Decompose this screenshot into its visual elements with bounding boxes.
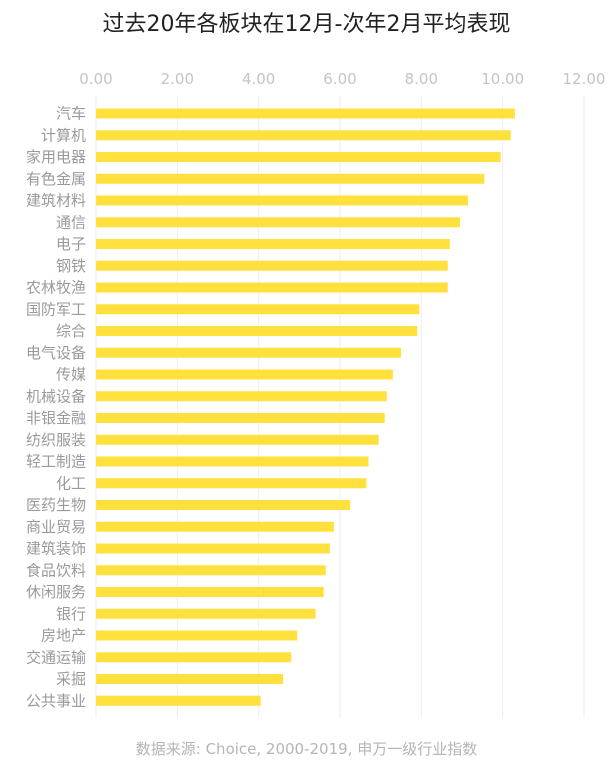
category-label: 钢铁 [56, 257, 86, 275]
bars [96, 108, 515, 706]
category-label: 采掘 [56, 670, 86, 688]
x-tick-label: 10.00 [481, 70, 524, 88]
x-tick-label: 8.00 [405, 70, 438, 88]
bar [96, 347, 401, 358]
category-label: 建筑装饰 [26, 540, 86, 558]
bar [96, 195, 469, 206]
bar [96, 674, 284, 684]
bar [96, 369, 393, 380]
bar [96, 456, 369, 467]
category-label: 银行 [56, 605, 86, 623]
x-tick-label: 4.00 [242, 70, 275, 88]
bar [96, 304, 420, 315]
category-label: 纺织服装 [26, 431, 86, 449]
bar [96, 500, 351, 510]
category-label: 建筑材料 [26, 192, 86, 210]
bar [96, 608, 316, 619]
bar [96, 108, 515, 119]
category-label: 汽车 [56, 105, 86, 123]
bar [96, 695, 261, 706]
grid-layer [95, 96, 585, 718]
bar [96, 152, 501, 162]
chart-title: 过去20年各板块在12月-次年2月平均表现 [102, 12, 511, 37]
category-label: 商业贸易 [26, 518, 86, 536]
bar [96, 587, 324, 597]
category-label: 电气设备 [26, 344, 86, 362]
bar [96, 239, 450, 249]
bar [96, 630, 298, 641]
category-label: 国防军工 [26, 300, 86, 318]
bar [96, 217, 460, 228]
x-tick-label: 6.00 [323, 70, 356, 88]
bar [96, 282, 448, 293]
bar [96, 326, 418, 336]
bar [96, 260, 448, 271]
x-tick-label: 12.00 [563, 70, 606, 88]
category-label: 传媒 [56, 366, 86, 384]
category-label: 农林牧渔 [26, 279, 86, 297]
bar [96, 543, 330, 554]
category-label: 通信 [56, 213, 86, 231]
category-label: 交通运输 [26, 648, 86, 666]
category-label: 休闲服务 [26, 583, 86, 601]
chart-source-note: 数据来源: Choice, 2000-2019, 申万一级行业指数 [135, 740, 478, 758]
category-label: 房地产 [41, 627, 86, 645]
category-label: 非银金融 [26, 409, 86, 427]
bar [96, 434, 379, 445]
category-label: 轻工制造 [26, 453, 86, 471]
x-tick-labels: 0.00 2.00 4.00 6.00 8.00 10.00 12.00 [79, 70, 605, 88]
category-label: 综合 [56, 322, 86, 340]
x-tick-label: 2.00 [161, 70, 194, 88]
category-label: 有色金属 [26, 170, 86, 188]
bar [96, 652, 292, 663]
category-label: 计算机 [41, 126, 86, 144]
bar [96, 130, 511, 141]
bar [96, 478, 367, 489]
bar [96, 391, 387, 402]
category-label: 公共事业 [26, 692, 86, 710]
bar [96, 413, 385, 423]
category-label: 机械设备 [26, 387, 86, 405]
category-label: 医药生物 [26, 496, 86, 514]
category-label: 电子 [56, 235, 86, 253]
bar [96, 565, 326, 576]
x-tick-label: 0.00 [79, 70, 112, 88]
bar [96, 521, 334, 532]
category-label: 食品饮料 [26, 561, 86, 579]
category-label: 家用电器 [26, 148, 86, 166]
category-labels: 汽车计算机家用电器有色金属建筑材料通信电子钢铁农林牧渔国防军工综合电气设备传媒机… [26, 105, 86, 710]
bar [96, 173, 485, 184]
category-label: 化工 [56, 474, 86, 492]
